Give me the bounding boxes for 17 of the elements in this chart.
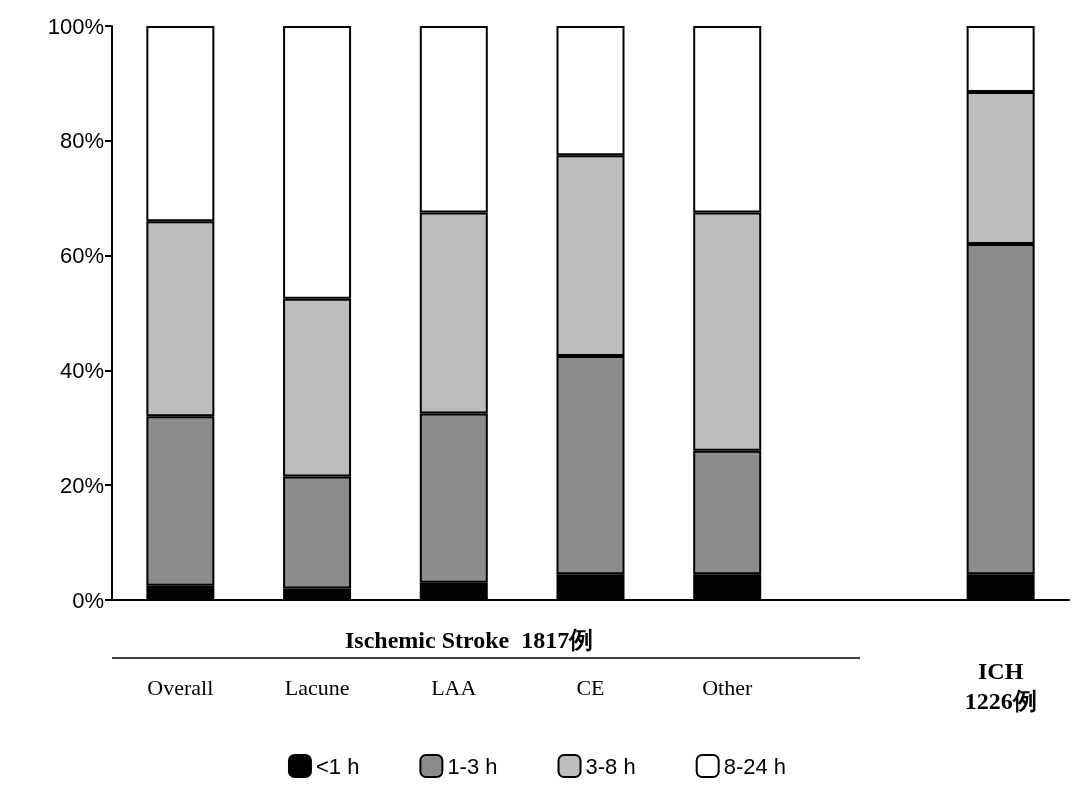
y-tick-label: 100% bbox=[47, 13, 104, 39]
x-tick-label: Other bbox=[702, 674, 753, 700]
x-tick-label: LAA bbox=[431, 674, 477, 700]
x-tick-label: Overall bbox=[147, 674, 214, 700]
legend-label: 3-8 h bbox=[585, 753, 636, 779]
legend-label: <1 h bbox=[315, 753, 360, 779]
legend-label: 1-3 h bbox=[447, 753, 498, 779]
legend-label: 8-24 h bbox=[723, 753, 787, 779]
y-tick-label: 80% bbox=[59, 128, 104, 154]
y-tick-label: 20% bbox=[59, 472, 104, 498]
y-tick-label: 40% bbox=[59, 357, 104, 383]
x-tick-label: ICH 1226例 bbox=[964, 658, 1037, 714]
text: Ischemic Stroke 1817例 bbox=[345, 627, 594, 653]
y-tick-label: 0% bbox=[72, 587, 104, 613]
x-tick-label: Lacune bbox=[284, 674, 350, 700]
y-tick-label: 60% bbox=[59, 243, 104, 269]
x-tick-label: CE bbox=[576, 674, 605, 700]
